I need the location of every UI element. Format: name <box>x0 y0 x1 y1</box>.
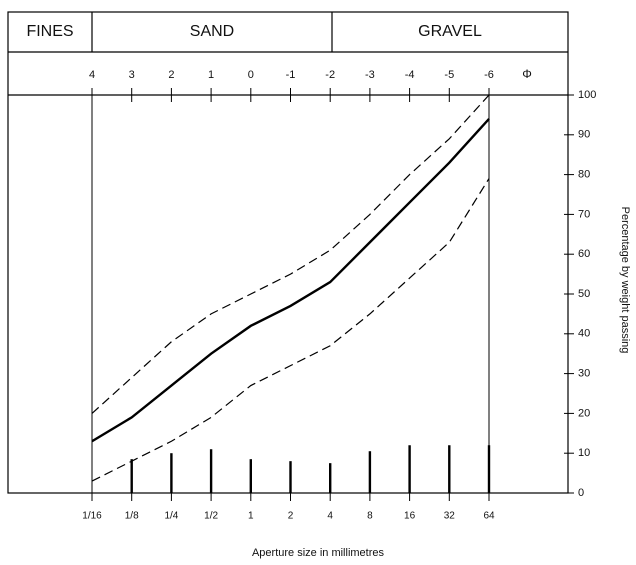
y-tick-label: 30 <box>578 368 590 380</box>
y-tick-label: 50 <box>578 288 590 300</box>
series-line <box>91 118 490 443</box>
size-label: 1/4 <box>164 511 178 522</box>
y-tick-label: 40 <box>578 328 590 340</box>
bar <box>329 463 332 493</box>
y-tick-label: 100 <box>578 89 596 101</box>
bar <box>130 459 133 493</box>
bar <box>368 451 372 493</box>
x-label: Aperture size in millimetres <box>252 547 385 559</box>
bar <box>249 459 252 493</box>
y-tick-label: 90 <box>578 129 590 141</box>
bar <box>289 461 292 493</box>
y-tick-label: 80 <box>578 169 590 181</box>
x-tick-label: 4 <box>89 69 95 81</box>
x-tick-label: 2 <box>168 69 174 81</box>
x-tick-label: -6 <box>484 69 494 81</box>
x-tick-label: -2 <box>325 69 335 81</box>
x-tick-label: 0 <box>248 69 254 81</box>
y-tick-label: 0 <box>578 487 584 499</box>
y-tick-label: 10 <box>578 447 590 459</box>
x-tick-label: -5 <box>444 69 454 81</box>
size-label: 16 <box>404 511 416 522</box>
zone-label: FINES <box>26 23 73 40</box>
x-tick-label: 3 <box>129 69 135 81</box>
x-tick-label: -4 <box>405 69 415 81</box>
size-label: 8 <box>367 511 373 522</box>
size-label: 1/2 <box>204 511 218 522</box>
size-label: 1/8 <box>125 511 139 522</box>
bar <box>209 449 213 493</box>
zone-label: SAND <box>190 23 234 40</box>
series-line <box>91 94 490 414</box>
bar <box>408 445 411 493</box>
x-tick-label: -3 <box>365 69 375 81</box>
y-label: Percentage by weight passing <box>619 207 631 354</box>
size-label: 64 <box>483 511 495 522</box>
x-axis-label: Φ <box>522 67 532 81</box>
bar <box>487 445 491 493</box>
size-label: 2 <box>288 511 294 522</box>
bar <box>170 453 173 493</box>
x-tick-label: 1 <box>208 69 214 81</box>
y-tick-label: 20 <box>578 407 590 419</box>
bar <box>448 445 451 493</box>
size-label: 1/16 <box>82 511 102 522</box>
x-tick-label: -1 <box>286 69 296 81</box>
series-line <box>91 178 490 482</box>
frame <box>7 11 569 494</box>
y-tick-label: 70 <box>578 208 590 220</box>
size-label: 4 <box>327 511 333 522</box>
size-label: 1 <box>248 511 254 522</box>
y-tick-label: 60 <box>578 248 590 260</box>
zone-label: GRAVEL <box>418 23 482 40</box>
size-label: 32 <box>444 511 456 522</box>
